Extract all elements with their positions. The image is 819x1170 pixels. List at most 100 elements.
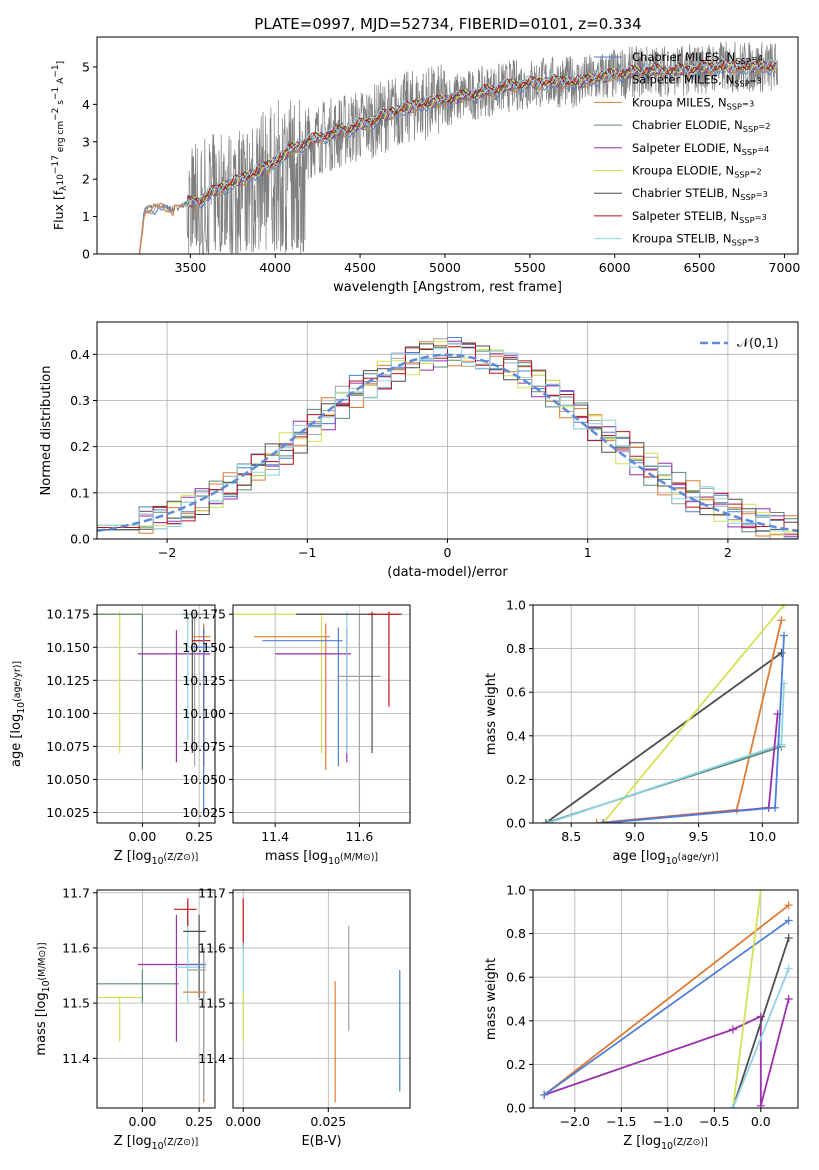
residual-histogram [97,342,798,533]
x-tick-label: 11.6 [346,829,374,844]
y-tick-label: 0.4 [70,347,90,362]
y-tick-label: 0.2 [506,1057,526,1072]
y-axis-label: age [log10(age/yr)] [9,661,27,767]
y-tick-label: 10.050 [182,772,226,787]
weight-marker [544,819,553,823]
weight-line-kroupa-stelib [732,968,790,1108]
y-tick-label: 11.7 [198,885,226,900]
x-axis-label: E(B-V) [301,1134,341,1149]
weight-marker [771,803,780,812]
weight-marker [779,631,788,640]
model-spectrum-kroupa-elodie [183,60,777,207]
x-tick-label: 5500 [514,260,546,275]
weight-line-chabrier-stelib [732,937,790,1108]
x-tick-label: 11.4 [261,829,289,844]
weight-line-salpeter-elodie [603,713,779,823]
panel-age-vs-mass: 11.4 11.6 10.025 10.050 10.075 10.100 10.125 10… [182,604,411,867]
y-tick-label: 11.4 [198,1051,226,1066]
y-tick-label: 10.150 [182,640,226,655]
weight-line-kroupa-miles [543,904,790,1096]
weight-line-kroupa-elodie [602,605,785,823]
legend-entry: Chabrier ELODIE, NSSP=2 [632,118,770,134]
axes-frame [532,889,799,1109]
y-tick-label: 10.125 [46,673,90,688]
legend-entry: Salpeter STELIB, NSSP=3 [632,209,767,225]
y-tick-label: 0.0 [506,816,526,831]
y-tick-label: 10.025 [46,805,90,820]
y-tick-label: 10.075 [46,739,90,754]
panel-residuals: −2 −1 0 1 2 0.0 0.1 0.2 0.3 0.4 (data-model)/error… [39,321,799,580]
y-tick-label: 0.1 [70,485,90,500]
figure-title: PLATE=0997, MJD=52734, FIBERID=0101, z=0… [254,15,641,33]
plot-area [97,337,798,539]
plot-area [97,611,211,813]
x-tick-label: 0 [444,545,452,560]
legend-entry: Kroupa MILES, NSSP=3 [632,95,754,111]
weight-marker [592,819,601,823]
y-tick-label: 11.6 [198,940,226,955]
weight-line-chabrier-stelib [545,652,782,823]
x-axis-label: wavelength [Angstrom, rest frame] [333,280,562,295]
weight-line-kroupa-stelib [548,683,785,823]
legend-entry: Kroupa STELIB, NSSP=3 [632,232,759,248]
y-tick-label: 10.175 [46,607,90,622]
y-tick-label: 10.125 [182,673,226,688]
y-tick-label: 0.0 [70,532,90,547]
y-tick-label: 5 [82,59,90,74]
y-tick-label: 11.5 [198,996,226,1011]
y-axis-label: Normed distribution [39,366,54,496]
x-axis-label: (data-model)/error [387,565,508,580]
x-tick-label: 6000 [599,260,631,275]
x-tick-label: 9.0 [625,829,645,844]
axes-frame [96,321,799,540]
panel-mass-weight-vs-age: 8.5 9.0 9.5 10.0 0.0 0.2 0.4 0.6 0.8 1.0 age [log1… [484,598,799,867]
x-tick-label: 9.5 [689,829,709,844]
axes-frame [232,889,411,1109]
y-tick-label: 11.5 [62,996,90,1011]
residual-histogram [97,338,798,539]
legend-entry: Kroupa ELODIE, NSSP=2 [632,164,762,180]
panel-mass-vs-Z: 0.00 0.25 11.4 11.5 11.6 11.7 Z [log10(Z/Z⊙)] m… [34,885,216,1152]
weight-marker [777,648,786,657]
y-axis-label: mass weight [484,958,499,1040]
panel-age-vs-Z: 0.00 0.25 10.025 10.050 10.075 10.100 10.125 10… [9,604,216,867]
y-tick-label: 0.2 [506,772,526,787]
weight-marker [784,995,793,1003]
y-tick-label: 0.2 [70,439,90,454]
y-tick-label: 10.075 [182,739,226,754]
y-tick-label: 1 [82,209,90,224]
y-tick-label: 1.0 [506,883,526,898]
weight-marker [756,1101,765,1108]
model-spectrum-kroupa-stelib [183,57,777,206]
x-tick-label: 4000 [259,260,291,275]
x-tick-label: 4500 [344,260,376,275]
y-tick-label: 0.4 [506,728,526,743]
x-tick-label: 0.00 [128,1114,156,1129]
x-tick-label: 0.000 [225,1114,261,1129]
weight-marker [777,616,786,625]
weight-marker [784,964,793,973]
weight-line-kroupa-miles [596,620,783,823]
x-tick-label: 0.025 [310,1114,346,1129]
y-tick-label: 0.8 [506,926,526,941]
x-axis-label: Z [log10(Z/Z⊙)] [623,1134,708,1152]
axes-frame [96,36,799,255]
weight-marker [541,819,550,823]
x-tick-label: −1.0 [653,1114,683,1129]
plot-area [97,898,206,1103]
x-tick-label: 5000 [429,260,461,275]
legend-entry: 𝒩(0,1) [737,335,779,350]
plot-area [541,605,788,823]
axes-frame [96,604,216,824]
y-tick-label: 0.6 [506,685,526,700]
y-tick-label: 11.6 [62,940,90,955]
x-tick-label: 6500 [684,260,716,275]
x-tick-label: 3500 [174,260,206,275]
x-tick-label: −0.5 [699,1114,729,1129]
x-axis-label: age [log10(age/yr)] [612,849,718,867]
weight-marker [728,1104,737,1108]
x-tick-label: 10.0 [748,829,776,844]
y-tick-label: 11.7 [62,885,90,900]
axes-frame [96,889,216,1109]
